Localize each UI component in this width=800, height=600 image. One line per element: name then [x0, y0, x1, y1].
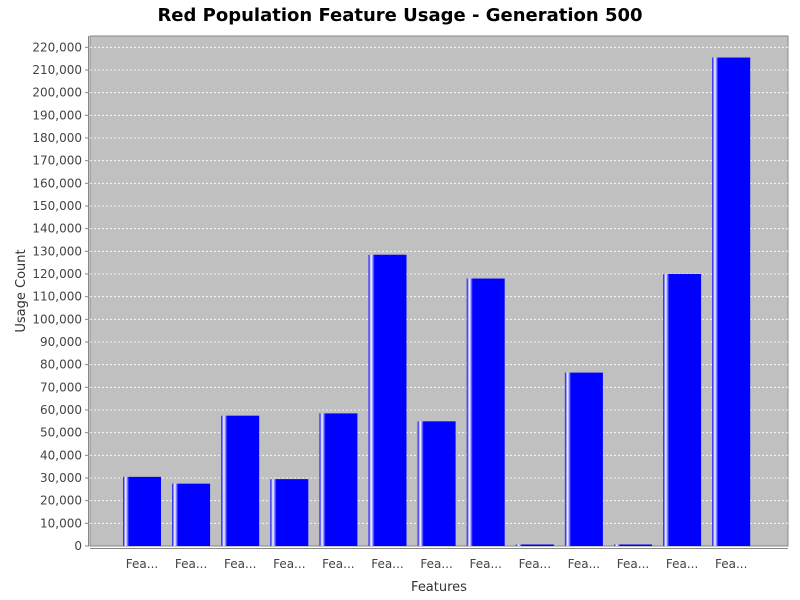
bar: [614, 544, 652, 546]
y-axis-label: Usage Count: [14, 249, 29, 332]
bar: [123, 476, 161, 546]
bar: [663, 274, 702, 546]
y-tick-label: 50,000: [40, 426, 82, 440]
x-tick-label: Fea...: [224, 557, 256, 571]
y-tick-label: 140,000: [32, 222, 82, 236]
x-tick-label: Fea...: [175, 557, 207, 571]
y-tick-label: 30,000: [40, 471, 82, 485]
y-tick-label: 60,000: [40, 403, 82, 417]
x-tick-label: Fea...: [273, 557, 305, 571]
y-tick-label: 120,000: [32, 267, 82, 281]
y-tick-label: 200,000: [32, 86, 82, 100]
x-tick-label: Fea...: [371, 557, 403, 571]
y-tick-label: 70,000: [40, 380, 82, 394]
y-tick-label: 90,000: [40, 335, 82, 349]
x-tick-label: Fea...: [322, 557, 354, 571]
y-tick-label: 40,000: [40, 448, 82, 462]
x-tick-label: Fea...: [519, 557, 551, 571]
bar: [368, 254, 407, 546]
y-tick-label: 210,000: [32, 63, 82, 77]
x-tick-label: Fea...: [568, 557, 600, 571]
bar: [712, 57, 751, 547]
x-axis-label: Features: [411, 580, 467, 595]
bar: [172, 483, 211, 546]
x-tick-label: Fea...: [666, 557, 698, 571]
y-tick-label: 220,000: [32, 40, 82, 54]
bar: [270, 479, 309, 546]
bar: [417, 421, 456, 546]
x-tick-label: Fea...: [420, 557, 452, 571]
x-tick-label: Fea...: [617, 557, 649, 571]
x-tick-labels: Fea... Fea... Fea... Fea... Fea... Fea... Fea.…: [126, 557, 748, 571]
x-tick-label: Fea...: [715, 557, 747, 571]
y-tick-labels: 0 10,000 20,000 30,000 40,000 50,000 60,000 70,…: [32, 40, 89, 553]
bar: [319, 413, 358, 546]
y-tick-label: 110,000: [32, 290, 82, 304]
x-tick-label: Fea...: [126, 557, 158, 571]
bar: [466, 278, 505, 546]
y-tick-label: 20,000: [40, 494, 82, 508]
bar: [221, 415, 260, 546]
x-tick-label: Fea...: [469, 557, 501, 571]
y-tick-label: 170,000: [32, 154, 82, 168]
chart-title: Red Population Feature Usage - Generatio…: [157, 5, 642, 26]
y-tick-label: 0: [74, 539, 82, 553]
y-tick-label: 160,000: [32, 176, 82, 190]
y-tick-label: 150,000: [32, 199, 82, 213]
bars: [123, 57, 751, 547]
y-tick-label: 80,000: [40, 358, 82, 372]
bar: [564, 372, 603, 546]
y-tick-label: 10,000: [40, 516, 82, 530]
bar: [515, 544, 554, 546]
y-tick-label: 180,000: [32, 131, 82, 145]
y-tick-label: 100,000: [32, 312, 82, 326]
y-tick-label: 130,000: [32, 244, 82, 258]
y-tick-label: 190,000: [32, 108, 82, 122]
